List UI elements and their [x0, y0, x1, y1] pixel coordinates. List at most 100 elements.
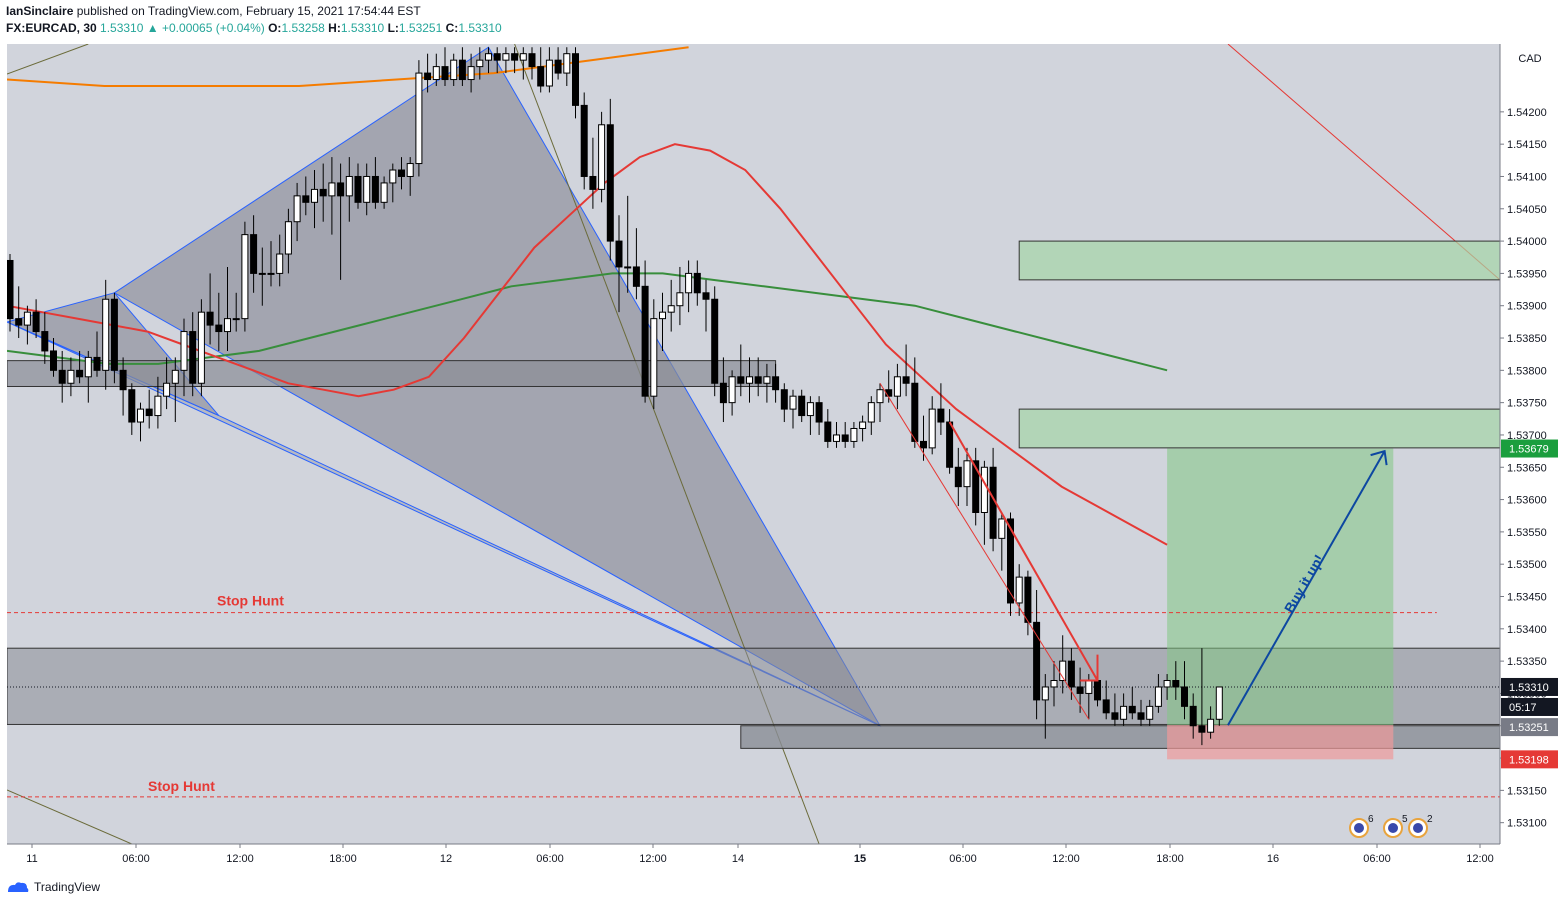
downtrend-arrow-thin[interactable]	[879, 382, 1090, 720]
candle[interactable]	[15, 286, 23, 339]
candle[interactable]	[580, 92, 588, 190]
candle[interactable]	[180, 318, 188, 397]
candle[interactable]	[893, 363, 901, 410]
candle[interactable]	[998, 512, 1006, 571]
candle[interactable]	[685, 260, 693, 313]
candle[interactable]	[563, 47, 571, 87]
candle[interactable]	[67, 357, 75, 397]
candle[interactable]	[50, 338, 57, 377]
candle[interactable]	[902, 344, 910, 397]
economic-event-icon[interactable]: 6	[1349, 814, 1374, 838]
candle[interactable]	[406, 157, 414, 196]
candle[interactable]	[1189, 693, 1197, 739]
candle[interactable]	[859, 415, 867, 442]
candle[interactable]	[267, 241, 275, 287]
candle[interactable]	[32, 299, 40, 339]
candle[interactable]	[119, 357, 127, 416]
candle[interactable]	[380, 176, 388, 209]
candle[interactable]	[241, 221, 249, 332]
candle[interactable]	[424, 53, 432, 93]
candle[interactable]	[711, 286, 719, 397]
candle[interactable]	[728, 370, 736, 416]
candle[interactable]	[258, 247, 266, 306]
candle[interactable]	[589, 137, 597, 209]
candle[interactable]	[746, 357, 753, 403]
candle[interactable]	[154, 376, 162, 429]
candle[interactable]	[754, 357, 762, 397]
candle[interactable]	[650, 299, 658, 410]
candle[interactable]	[1111, 693, 1119, 726]
candle[interactable]	[189, 312, 197, 397]
candle[interactable]	[398, 157, 405, 190]
candle[interactable]	[128, 383, 136, 435]
candle[interactable]	[1128, 686, 1136, 720]
brand-name[interactable]: TradingView	[34, 880, 101, 894]
economic-event-icon[interactable]: 5	[1383, 814, 1408, 838]
author-name[interactable]: IanSinclaire	[6, 4, 74, 18]
candle[interactable]	[441, 47, 449, 87]
candle[interactable]	[850, 422, 858, 448]
candle[interactable]	[572, 47, 579, 119]
candle[interactable]	[598, 111, 606, 203]
candle[interactable]	[606, 98, 614, 261]
candle[interactable]	[345, 157, 353, 222]
candle[interactable]	[145, 389, 153, 429]
candle[interactable]	[624, 195, 632, 293]
candle[interactable]	[937, 383, 945, 435]
candle[interactable]	[1137, 699, 1145, 726]
candle[interactable]	[1181, 661, 1188, 720]
candle[interactable]	[41, 312, 49, 364]
candle[interactable]	[502, 47, 510, 74]
stop-hunt-label-upper[interactable]: Stop Hunt	[217, 593, 284, 609]
candle[interactable]	[615, 215, 623, 313]
candle[interactable]	[954, 447, 962, 507]
candle[interactable]	[319, 163, 327, 222]
candle[interactable]	[354, 163, 362, 209]
candle[interactable]	[1198, 648, 1206, 746]
candle[interactable]	[1215, 686, 1223, 726]
candle[interactable]	[659, 292, 666, 351]
candle[interactable]	[250, 215, 258, 293]
symbol-label[interactable]: FX:EURCAD, 30	[6, 21, 97, 35]
candle[interactable]	[284, 208, 292, 274]
candle[interactable]	[537, 47, 545, 93]
candle[interactable]	[389, 163, 397, 203]
candle[interactable]	[1033, 590, 1041, 720]
candle[interactable]	[476, 47, 484, 80]
candle[interactable]	[789, 389, 797, 429]
candle[interactable]	[911, 357, 919, 448]
red-trendline-top-right[interactable]	[1227, 44, 1500, 281]
candle[interactable]	[493, 47, 501, 74]
candle[interactable]	[1154, 674, 1162, 713]
candle[interactable]	[693, 260, 701, 306]
candle[interactable]	[276, 234, 284, 287]
candle[interactable]	[545, 47, 553, 93]
candle[interactable]	[163, 357, 171, 410]
candle[interactable]	[58, 350, 66, 403]
candle[interactable]	[1041, 674, 1049, 739]
candle[interactable]	[737, 344, 745, 397]
candle[interactable]	[328, 157, 336, 235]
candle[interactable]	[972, 447, 980, 526]
candle[interactable]	[415, 60, 423, 177]
candle[interactable]	[632, 228, 640, 300]
candle[interactable]	[450, 53, 458, 87]
supply-zone-upper[interactable]	[1018, 240, 1500, 281]
candle[interactable]	[528, 47, 536, 80]
long-position-target-area[interactable]	[1167, 448, 1394, 726]
candle[interactable]	[206, 273, 214, 345]
candle[interactable]	[215, 292, 223, 351]
candle[interactable]	[719, 357, 727, 423]
candle[interactable]	[519, 47, 527, 80]
supply-zone-mid[interactable]	[1018, 408, 1500, 449]
stop-hunt-label-lower[interactable]: Stop Hunt	[148, 778, 215, 794]
candle[interactable]	[676, 266, 684, 326]
candle[interactable]	[84, 350, 92, 403]
candle[interactable]	[432, 53, 440, 87]
candle[interactable]	[76, 350, 84, 384]
candle[interactable]	[302, 176, 310, 216]
candle[interactable]	[876, 383, 884, 423]
candle[interactable]	[311, 170, 318, 229]
candle[interactable]	[1207, 706, 1215, 739]
time-axis[interactable]: 11 06:00 12:00 18:00 12 06:00 12:00 14 15 06:00 12…	[26, 844, 1494, 865]
